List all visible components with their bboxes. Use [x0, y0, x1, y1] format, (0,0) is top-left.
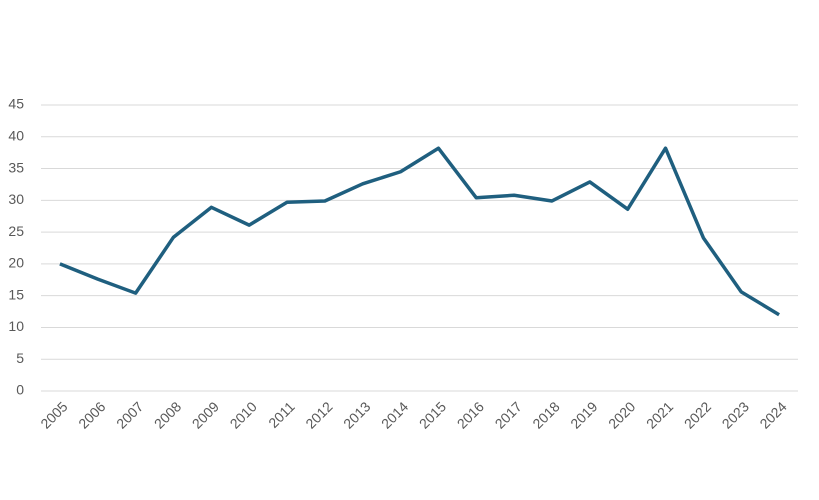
x-tick-label: 2006: [75, 398, 108, 431]
data-line: [59, 146, 780, 317]
x-tick-label: 2019: [567, 398, 600, 431]
x-tick-label: 2016: [454, 398, 487, 431]
x-tick-label: 2014: [378, 398, 411, 431]
x-tick-label: 2007: [113, 398, 146, 431]
x-tick-label: 2010: [227, 398, 260, 431]
x-tick-label: 2008: [151, 398, 184, 431]
x-tick-label: 2011: [265, 398, 298, 431]
x-tick-label: 2009: [189, 398, 222, 431]
x-tick-label: 2024: [756, 398, 789, 431]
x-tick-label: 2023: [719, 398, 752, 431]
y-tick-label: 45: [8, 96, 24, 112]
y-tick-label: 40: [8, 127, 24, 143]
y-tick-label: 5: [16, 350, 24, 366]
y-tick-label: 15: [8, 286, 24, 302]
y-tick-label: 35: [8, 159, 24, 175]
y-tick-label: 25: [8, 223, 24, 239]
x-tick-label: 2021: [643, 398, 676, 431]
y-tick-label: 30: [8, 191, 24, 207]
y-tick-label: 20: [8, 255, 24, 271]
x-tick-label: 2012: [302, 398, 335, 431]
x-tick-label: 2015: [416, 398, 449, 431]
y-tick-label: 0: [16, 382, 24, 398]
x-tick-label: 2005: [37, 398, 70, 431]
y-tick-label: 10: [8, 318, 24, 334]
x-tick-label: 2020: [605, 398, 638, 431]
x-tick-label: 2018: [529, 398, 562, 431]
x-tick-label: 2022: [681, 398, 714, 431]
x-tick-label: 2013: [340, 398, 373, 431]
x-tick-label: 2017: [492, 398, 525, 431]
